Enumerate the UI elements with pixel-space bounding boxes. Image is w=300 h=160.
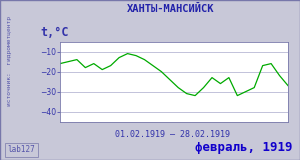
Text: ХАНТЫ-МАНСИЙСК: ХАНТЫ-МАНСИЙСК xyxy=(127,4,215,14)
Text: источник:  гидрометцентр: источник: гидрометцентр xyxy=(8,16,13,106)
Text: lab127: lab127 xyxy=(8,145,35,154)
Text: t,°C: t,°C xyxy=(40,26,69,39)
Text: 01.02.1919 – 28.02.1919: 01.02.1919 – 28.02.1919 xyxy=(115,130,230,139)
Text: февраль, 1919: февраль, 1919 xyxy=(195,141,292,154)
